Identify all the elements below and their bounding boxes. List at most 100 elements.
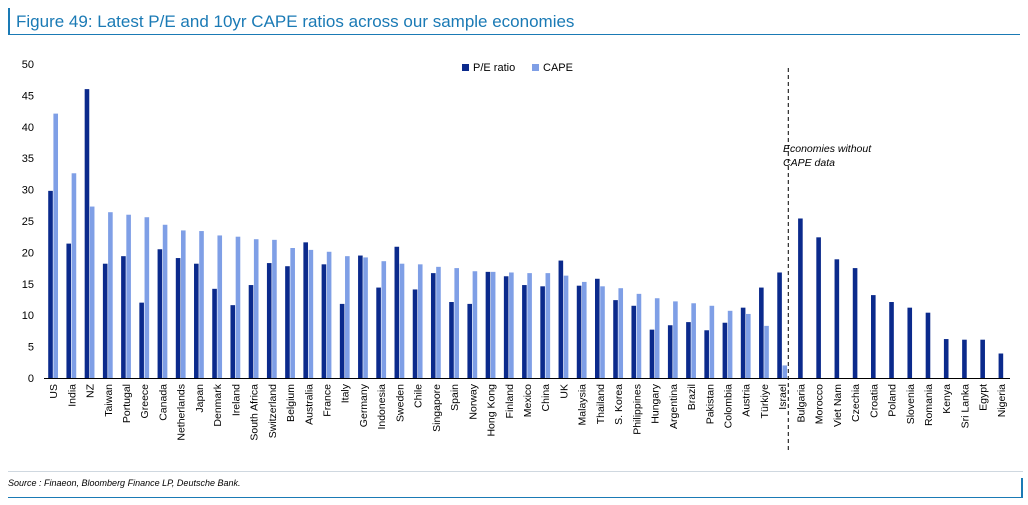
- pe-bar: [613, 300, 618, 378]
- pe-bar: [595, 278, 600, 378]
- x-tick-label: Thailand: [595, 384, 607, 424]
- bottom-rule: [8, 497, 1023, 498]
- cape-bar: [673, 301, 678, 378]
- cape-bar: [764, 325, 769, 378]
- x-tick-label: S. Korea: [613, 384, 625, 425]
- legend-swatch-pe: [462, 64, 469, 71]
- pe-bar: [777, 272, 782, 378]
- cape-bar: [472, 271, 478, 378]
- pe-bar: [649, 329, 655, 378]
- x-tick-label: Poland: [887, 384, 899, 417]
- x-tick-label: UK: [558, 384, 570, 399]
- pe-bar: [449, 302, 454, 378]
- x-tick-label: Greece: [139, 384, 151, 419]
- x-tick-label: Colombia: [722, 384, 734, 429]
- x-tick-label: Romania: [923, 384, 935, 426]
- pe-bar: [84, 89, 90, 379]
- cape-bar: [709, 305, 715, 378]
- y-tick-label: 50: [22, 59, 34, 71]
- x-tick-label: Chile: [413, 384, 425, 408]
- cape-bar: [436, 266, 441, 378]
- source-note: Source : Finaeon, Bloomberg Finance LP, …: [8, 478, 241, 488]
- x-tick-label: Croatia: [868, 384, 880, 418]
- title-bar: Figure 49: Latest P/E and 10yr CAPE rati…: [8, 8, 1022, 34]
- y-tick-label: 15: [22, 279, 34, 291]
- x-tick-label: Singapore: [431, 384, 443, 432]
- cape-bar: [618, 288, 624, 378]
- cape-bar: [545, 273, 551, 378]
- cape-bar: [509, 272, 514, 378]
- x-tick-label: US: [48, 384, 60, 399]
- title-rule: [8, 34, 1020, 35]
- x-tick-label: Czechia: [850, 384, 862, 422]
- pe-bar: [852, 268, 858, 378]
- x-tick-label: Brazil: [686, 384, 698, 410]
- source-divider: [8, 471, 1023, 472]
- pe-bar: [430, 273, 436, 378]
- x-tick-label: Slovenia: [905, 384, 917, 424]
- pe-bar: [798, 218, 803, 378]
- pe-bar: [704, 330, 709, 378]
- x-tick-label: Portugal: [121, 384, 133, 423]
- pe-bar: [339, 303, 345, 378]
- pe-bar: [667, 325, 673, 378]
- pe-bar: [230, 305, 236, 378]
- cape-bar: [199, 231, 204, 378]
- x-tick-label: Viet Nam: [832, 384, 844, 427]
- x-tick-label: Hong Kong: [486, 384, 498, 437]
- pe-bar: [889, 302, 894, 378]
- x-tick-label: Bulgaria: [795, 384, 807, 423]
- pe-bar: [194, 263, 199, 378]
- pe-bar: [285, 266, 290, 378]
- cape-bar: [53, 113, 59, 378]
- cape-bar: [326, 251, 332, 378]
- cape-bar: [654, 298, 660, 378]
- pe-bar: [121, 256, 126, 378]
- cape-bar: [782, 365, 788, 378]
- cape-bar: [454, 268, 459, 378]
- cape-bar: [727, 310, 733, 378]
- cape-bar: [71, 173, 77, 378]
- cape-bar: [581, 281, 587, 378]
- pe-bar: [358, 255, 363, 378]
- pe-bar: [759, 287, 764, 378]
- y-tick-label: 20: [22, 247, 34, 259]
- pe-bar: [485, 271, 491, 378]
- x-tick-label: Sweden: [394, 384, 406, 422]
- x-tick-label: Netherlands: [176, 384, 188, 441]
- x-tick-label: NZ: [85, 383, 97, 398]
- y-tick-label: 5: [28, 342, 34, 354]
- x-tick-label: Belgium: [285, 384, 297, 422]
- x-tick-label: Ireland: [230, 384, 242, 416]
- cape-bar: [417, 264, 423, 378]
- x-tick-label: China: [540, 384, 552, 412]
- cape-bar: [126, 214, 131, 378]
- pe-bar: [266, 263, 272, 378]
- pe-bar: [412, 289, 418, 378]
- cape-bar: [600, 286, 605, 378]
- x-tick-label: Morocco: [814, 384, 826, 424]
- cape-bar: [636, 293, 642, 378]
- cape-bar: [162, 224, 168, 378]
- cape-bar: [89, 206, 95, 378]
- legend-label-pe: P/E ratio: [473, 62, 515, 74]
- x-tick-label: Germany: [358, 383, 370, 427]
- pe-bar: [66, 243, 72, 378]
- annotation-text: CAPE data: [783, 157, 835, 169]
- cape-bar: [363, 257, 368, 378]
- cape-bar: [691, 303, 696, 378]
- pe-bar: [686, 322, 691, 378]
- x-tick-label: Canada: [157, 384, 169, 421]
- pe-bar: [740, 307, 746, 378]
- pe-bar: [212, 288, 217, 378]
- x-tick-label: Taiwan: [103, 384, 115, 417]
- cape-bar: [527, 273, 532, 378]
- y-tick-label: 35: [22, 153, 34, 165]
- x-tick-label: Nigeria: [996, 384, 1008, 417]
- x-tick-label: Mexico: [522, 384, 534, 417]
- cape-bar: [235, 236, 241, 378]
- pe-bar: [925, 312, 931, 378]
- cape-bar: [180, 230, 186, 378]
- cape-bar: [399, 263, 405, 378]
- x-tick-label: Switzerland: [267, 384, 279, 438]
